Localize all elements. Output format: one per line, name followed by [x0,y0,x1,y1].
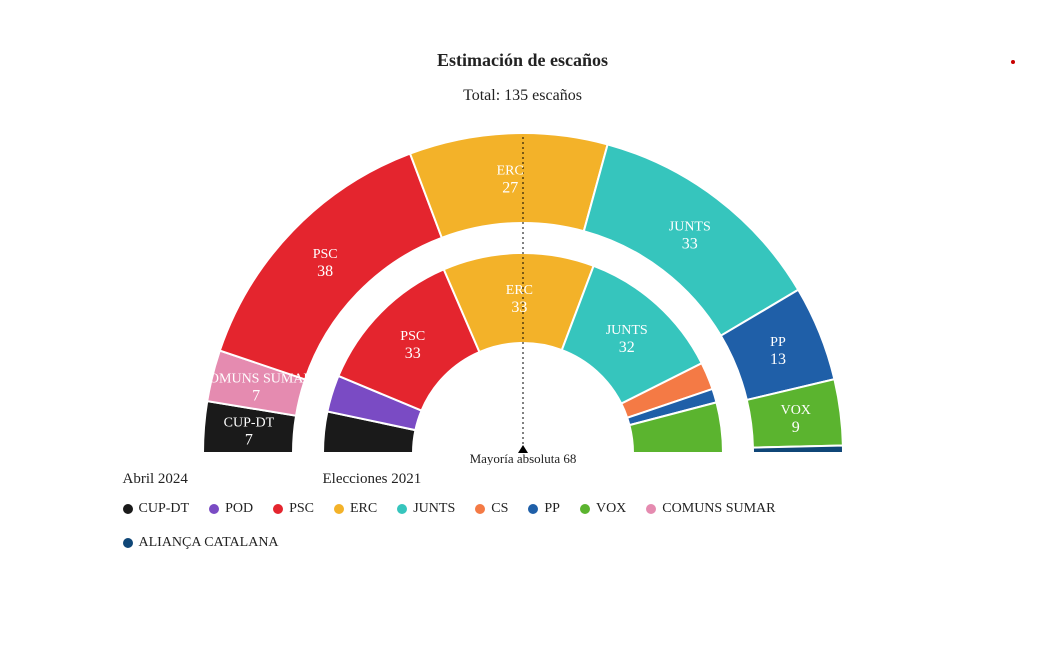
chart-title: Estimación de escaños [0,50,1045,71]
legend-swatch [646,504,656,514]
seat-segment [410,133,608,238]
seat-chart: Mayoría absoluta 68CUP-DT7COMUNS SUMAR7P… [123,125,923,465]
legend-label: VOX [596,501,626,517]
legend-item: JUNTS [397,501,455,517]
inner-ring-label: Elecciones 2021 [323,471,422,488]
legend-item: PP [528,501,560,517]
legend-label: PSC [289,501,314,517]
legend-item: COMUNS SUMAR [646,501,775,517]
legend-label: PP [544,501,560,517]
outer-ring-label: Abril 2024 [123,471,188,488]
seat-segment [752,446,842,453]
majority-label: Mayoría absoluta 68 [469,451,576,465]
legend-label: CUP-DT [139,501,190,517]
legend-label: ERC [350,501,377,517]
legend-item: VOX [580,501,626,517]
legend-item: PSC [273,501,314,517]
ring-labels: Abril 2024 Elecciones 2021 [123,471,923,493]
chart-subtitle: Total: 135 escaños [0,87,1045,105]
legend: CUP-DT POD PSC ERC JUNTS CS PP VOX COMUNS SUMAR A… [123,501,923,551]
legend-swatch [209,504,219,514]
legend-swatch [580,504,590,514]
decorative-dot [1011,60,1015,64]
legend-item: CS [475,501,508,517]
legend-item: ALIANÇA CATALANA [123,535,279,551]
legend-item: ERC [334,501,377,517]
legend-swatch [123,538,133,548]
legend-item: POD [209,501,253,517]
legend-swatch [397,504,407,514]
legend-swatch [475,504,485,514]
legend-label: COMUNS SUMAR [662,501,775,517]
legend-swatch [123,504,133,514]
legend-swatch [528,504,538,514]
legend-label: JUNTS [413,501,455,517]
legend-swatch [273,504,283,514]
legend-label: POD [225,501,253,517]
legend-swatch [334,504,344,514]
legend-label: CS [491,501,508,517]
legend-label: ALIANÇA CATALANA [139,535,279,551]
legend-item: CUP-DT [123,501,190,517]
